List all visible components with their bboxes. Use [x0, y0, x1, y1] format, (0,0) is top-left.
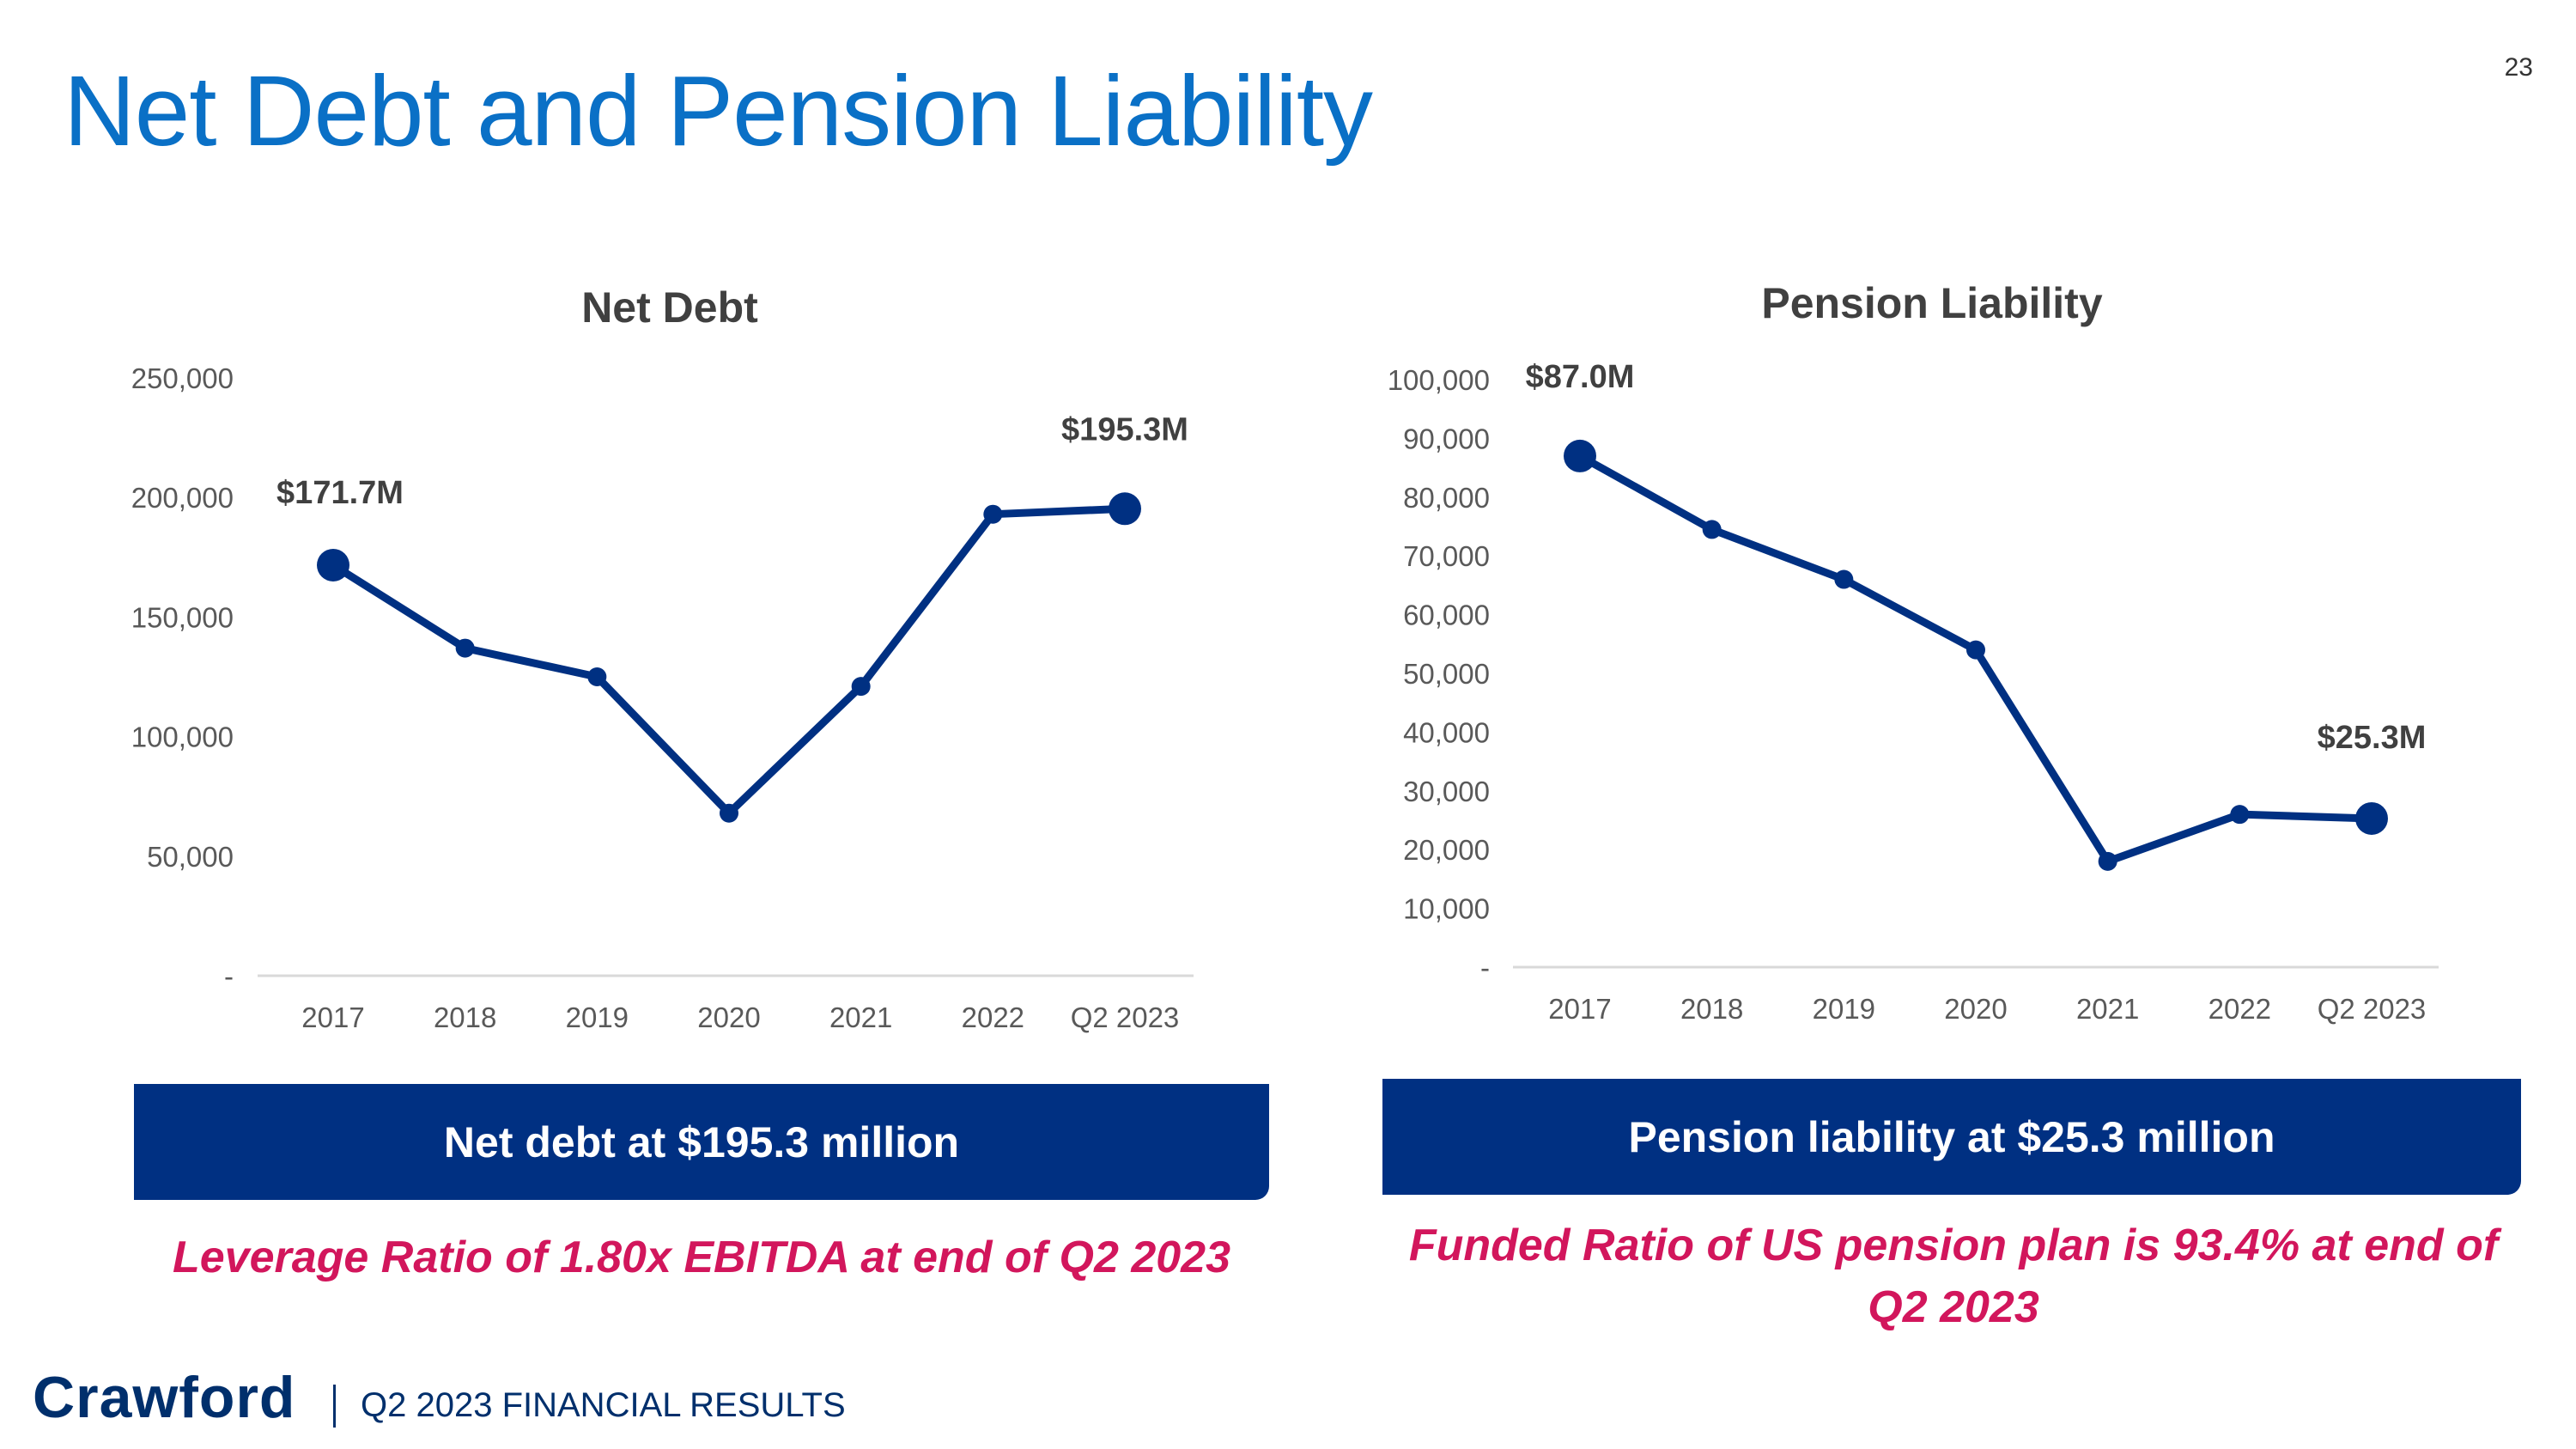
page-number: 23: [2504, 53, 2533, 82]
x-tick-label: Q2 2023: [2318, 993, 2427, 1025]
y-tick-label: 100,000: [1388, 364, 1490, 396]
x-tick-label: Q2 2023: [1071, 1002, 1180, 1033]
footer-divider: [333, 1385, 336, 1428]
y-tick-label: 90,000: [1403, 423, 1490, 454]
data-point: [2230, 805, 2250, 825]
x-tick-label: 2020: [697, 1002, 760, 1033]
data-label: $25.3M: [2318, 720, 2427, 756]
y-tick-label: 40,000: [1403, 716, 1490, 748]
data-point: [851, 677, 871, 697]
x-tick-label: 2017: [1548, 993, 1611, 1025]
y-tick-label: 20,000: [1403, 834, 1490, 866]
y-tick-label: 200,000: [131, 482, 234, 514]
data-label: $171.7M: [276, 475, 404, 511]
x-tick-label: 2022: [962, 1002, 1024, 1033]
pension-liability-chart: Pension Liability - 10,000 20,000 30,000 40,0…: [1388, 279, 2439, 1025]
data-label: $87.0M: [1526, 359, 1635, 395]
data-point: [1109, 492, 1141, 526]
data-point: [317, 548, 349, 581]
data-point: [587, 667, 607, 686]
slide-title: Net Debt and Pension Liability: [64, 55, 1373, 167]
y-tick-label: 50,000: [1403, 658, 1490, 690]
data-point: [1702, 520, 1722, 539]
y-tick-label: -: [224, 960, 234, 992]
x-tick-label: 2019: [566, 1002, 629, 1033]
x-tick-label: 2021: [829, 1002, 892, 1033]
y-tick-label: 10,000: [1403, 893, 1490, 925]
data-point: [983, 504, 1003, 524]
crawford-logo: Crawford: [33, 1365, 296, 1430]
footer-text: Q2 2023 FINANCIAL RESULTS: [361, 1386, 846, 1424]
y-tick-label: 60,000: [1403, 600, 1490, 631]
x-tick-label: 2019: [1813, 993, 1875, 1025]
x-tick-label: 2018: [434, 1002, 496, 1033]
funded-ratio-note: Funded Ratio of US pension plan is 93.4%…: [1408, 1221, 2499, 1332]
chart-title: Net Debt: [581, 283, 758, 332]
x-tick-label: 2017: [301, 1002, 364, 1033]
data-point: [1966, 640, 1985, 660]
x-tick-label: 2021: [2076, 993, 2139, 1025]
data-point: [2355, 801, 2388, 835]
pension-banner: Pension liability at $25.3 million: [1382, 1079, 2521, 1195]
net-debt-banner: Net debt at $195.3 million: [134, 1084, 1269, 1200]
y-tick-label: 70,000: [1403, 540, 1490, 572]
net-debt-chart: Net Debt - 50,000 100,000 150,000 200,000 250,…: [131, 283, 1194, 1033]
leverage-ratio-note: Leverage Ratio of 1.80x EBITDA at end of…: [172, 1233, 1231, 1282]
series-line: [329, 504, 1129, 818]
chart-title: Pension Liability: [1761, 279, 2102, 327]
x-tick-label: 2018: [1680, 993, 1743, 1025]
data-point: [455, 638, 475, 658]
x-tick-label: 2022: [2208, 993, 2271, 1025]
data-point: [2098, 851, 2117, 871]
y-tick-label: 30,000: [1403, 776, 1490, 807]
data-label: $195.3M: [1061, 411, 1188, 447]
y-tick-label: -: [1480, 952, 1490, 983]
y-tick-label: 50,000: [147, 841, 234, 873]
y-tick-label: 100,000: [131, 721, 234, 753]
y-tick-label: 150,000: [131, 601, 234, 633]
data-point: [720, 803, 738, 823]
data-point: [1564, 439, 1596, 472]
data-point: [1834, 569, 1854, 589]
y-tick-label: 250,000: [131, 362, 234, 394]
y-tick-label: 80,000: [1403, 482, 1490, 514]
x-tick-label: 2020: [1944, 993, 2007, 1025]
